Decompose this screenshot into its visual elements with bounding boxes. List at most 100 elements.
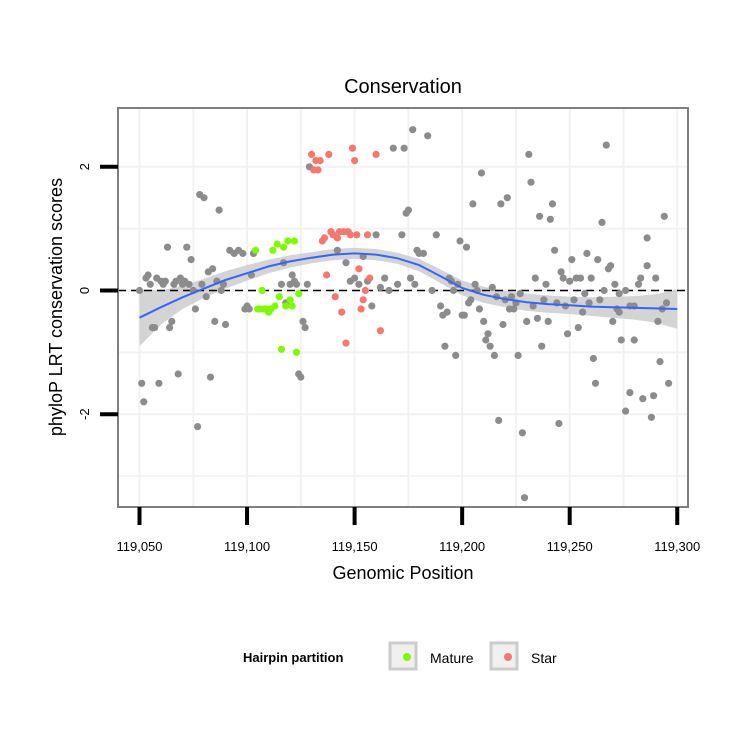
data-point-other — [652, 274, 660, 282]
data-point-other — [385, 286, 393, 295]
legend: Hairpin partition Mature Star — [243, 641, 557, 671]
confidence-ribbon — [139, 247, 678, 347]
data-point-other — [404, 206, 412, 214]
data-point-other — [428, 286, 436, 295]
data-point-mature — [295, 290, 303, 298]
data-point-other — [475, 305, 483, 313]
data-point-other — [594, 256, 602, 264]
data-point-star — [355, 265, 363, 273]
data-point-other — [400, 144, 408, 152]
data-point-other — [441, 342, 449, 350]
data-point-other — [449, 286, 458, 295]
data-point-other — [607, 262, 615, 270]
data-point-other — [615, 308, 623, 316]
data-point-other — [482, 336, 490, 344]
smooth-confidence-ribbon — [139, 247, 678, 347]
x-tick-label: 119,250 — [547, 539, 593, 554]
data-point-other — [510, 305, 518, 313]
data-point-other — [394, 280, 402, 288]
data-point-other — [277, 280, 286, 288]
data-point-star — [348, 144, 357, 152]
data-point-other — [546, 215, 554, 223]
data-point-star — [376, 327, 384, 335]
data-point-other — [563, 330, 572, 338]
data-point-other — [443, 308, 451, 316]
data-point-other — [654, 317, 662, 325]
data-point-mature — [271, 302, 279, 310]
data-point-other — [217, 286, 225, 295]
data-point-other — [527, 178, 535, 186]
data-point-other — [542, 280, 550, 288]
data-point-other — [574, 324, 582, 332]
data-point-other — [538, 342, 546, 350]
data-point-other — [639, 395, 647, 403]
data-point-star — [366, 274, 374, 282]
data-point-other — [626, 389, 634, 397]
data-point-mature — [290, 237, 298, 245]
data-point-other — [200, 194, 208, 202]
data-point-other — [239, 249, 247, 257]
y-tick-label: -2 — [77, 408, 92, 420]
data-point-other — [333, 246, 341, 254]
data-point-other — [536, 212, 544, 220]
chart-title: Conservation — [344, 76, 462, 98]
data-point-star — [346, 231, 354, 239]
data-point-other — [376, 283, 384, 291]
data-point-other — [151, 324, 159, 332]
x-tick-label: 119,200 — [439, 539, 485, 554]
data-point-star — [353, 231, 361, 239]
data-point-mature — [292, 348, 301, 356]
legend-label-star: Star — [531, 650, 557, 666]
data-point-star — [338, 308, 346, 316]
x-tick-label: 119,150 — [332, 539, 378, 554]
data-point-other — [566, 277, 574, 285]
data-point-other — [622, 407, 630, 415]
data-point-other — [656, 358, 664, 366]
data-point-other — [288, 271, 296, 279]
data-point-star — [323, 271, 331, 279]
data-point-other — [544, 317, 552, 325]
data-point-other — [540, 296, 548, 304]
data-point-other — [529, 302, 537, 310]
data-point-other — [486, 342, 494, 350]
legend-dot-mature — [403, 653, 411, 661]
data-point-other — [665, 379, 673, 387]
data-point-other — [602, 141, 610, 149]
data-point-other — [600, 286, 608, 295]
data-point-other — [161, 277, 169, 285]
data-point-other — [467, 296, 475, 304]
data-point-other — [634, 280, 643, 288]
data-point-star — [308, 150, 316, 158]
loess-smooth-line — [139, 252, 678, 319]
data-point-other — [617, 336, 625, 344]
smooth-trend-line — [139, 252, 678, 319]
data-point-other — [490, 351, 498, 359]
data-point-other — [495, 416, 503, 424]
data-point-other — [576, 274, 585, 282]
data-point-other — [409, 126, 417, 134]
data-point-other — [520, 494, 529, 502]
data-point-other — [662, 299, 671, 307]
data-point-other — [245, 305, 253, 313]
data-point-other — [209, 265, 217, 273]
x-tick-label: 119,100 — [224, 539, 270, 554]
data-point-other — [650, 392, 658, 400]
data-point-other — [518, 429, 527, 437]
data-point-other — [432, 231, 440, 239]
data-point-other — [211, 317, 219, 325]
x-tick-label: 119,300 — [654, 539, 700, 554]
data-point-other — [452, 351, 460, 359]
data-point-other — [355, 280, 363, 288]
data-point-other — [587, 274, 595, 282]
data-point-other — [301, 324, 309, 332]
data-point-other — [202, 293, 210, 301]
data-point-other — [598, 218, 606, 226]
data-point-other — [525, 150, 533, 158]
data-point-mature — [273, 240, 281, 248]
data-point-other — [551, 246, 559, 254]
data-point-other — [508, 293, 516, 301]
data-point-other — [221, 320, 230, 329]
data-point-star — [333, 234, 341, 242]
data-point-other — [622, 286, 630, 295]
